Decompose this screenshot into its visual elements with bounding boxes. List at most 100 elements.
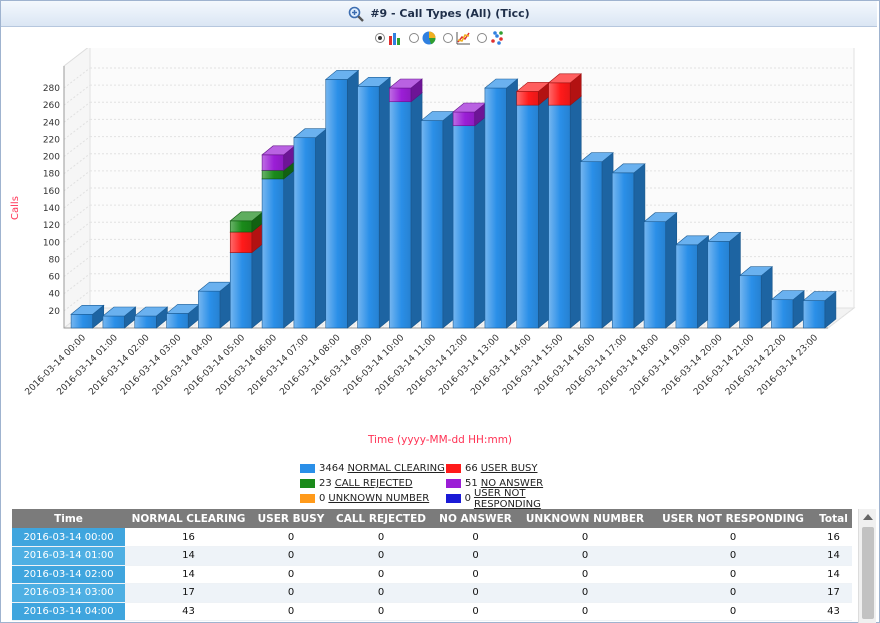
x-tick-label: 2016-03-14 01:00	[55, 333, 120, 398]
legend-item[interactable]: 51 NO ANSWER	[446, 478, 592, 489]
legend-row: 3464 NORMAL CLEARING 66 USER BUSY	[300, 461, 592, 476]
bar-top	[133, 306, 169, 317]
table-cell: 0	[432, 546, 519, 566]
legend-link[interactable]: NORMAL CLEARING	[347, 463, 445, 474]
legend-link[interactable]: CALL REJECTED	[334, 478, 413, 489]
x-tick-label: 2016-03-14 17:00	[565, 333, 630, 398]
column-header[interactable]: NORMAL CLEARING	[125, 509, 252, 528]
bar-segment-normal-clearing	[643, 212, 678, 329]
call-types-chart: 20 40 60 80 100 120 140 160 180 200 220 240 260 280 Ca…	[10, 48, 856, 446]
gridline-side	[63, 187, 91, 209]
column-header[interactable]: USER NOT RESPONDING	[651, 509, 815, 528]
chart-type-scatter-option[interactable]	[477, 30, 505, 46]
chart-type-bar-option[interactable]	[375, 30, 403, 46]
bar-front	[516, 91, 539, 106]
table-cell: 0	[651, 602, 815, 621]
table-row[interactable]: 2016-03-14 02:00 14 0 0 0 0 0 14	[12, 565, 852, 584]
table-cell: 0	[519, 602, 651, 621]
legend-link[interactable]: NO ANSWER	[480, 478, 544, 489]
x-tick-label: 2016-03-14 16:00	[533, 333, 598, 398]
table-row[interactable]: 2016-03-14 01:00 14 0 0 0 0 0 14	[12, 546, 852, 566]
data-table: Time NORMAL CLEARING USER BUSY CALL REJECTE…	[12, 509, 852, 621]
table-cell: 0	[432, 602, 519, 621]
bar-segment-no-answer	[261, 145, 296, 171]
y-tick-label: 260	[43, 101, 60, 111]
gridline-side	[63, 239, 91, 260]
bar-front	[166, 313, 189, 329]
table-cell: 0	[651, 583, 815, 603]
bar-segment-normal-clearing	[770, 290, 805, 329]
bar-segment-user-busy	[547, 73, 583, 106]
bar-top	[356, 76, 392, 87]
legend-swatch	[300, 479, 315, 488]
window-title: #9 - Call Types (All) (Ticc)	[370, 7, 530, 20]
chart-type-bar-radio[interactable]	[375, 33, 385, 43]
bar-front	[452, 125, 476, 329]
table-row[interactable]: 2016-03-14 04:00 43 0 0 0 0 0 43	[12, 602, 852, 621]
y-tick-label: 20	[49, 307, 61, 317]
column-header[interactable]: USER BUSY	[252, 509, 330, 528]
bar-front	[293, 137, 316, 329]
table-row[interactable]: 2016-03-14 00:00 16 0 0 0 0 0 16	[12, 528, 852, 547]
bar-front	[675, 244, 698, 329]
bar-side	[601, 152, 614, 329]
bar-front	[389, 101, 412, 329]
table-scrollbar[interactable]	[858, 509, 876, 623]
legend-item[interactable]: 0 USER NOT RESPONDING	[446, 488, 592, 510]
bar-top	[802, 291, 837, 301]
y-tick-label: 160	[43, 187, 60, 197]
gridline-side	[63, 221, 91, 243]
gridline-side	[63, 153, 91, 175]
bar-front	[70, 313, 94, 329]
table-cell: 0	[432, 565, 519, 584]
bar-front	[261, 178, 285, 329]
legend-link[interactable]: USER NOT RESPONDING	[473, 487, 541, 510]
bar-top	[738, 266, 774, 277]
bar-segment-normal-clearing	[802, 290, 837, 329]
legend-item[interactable]: 66 USER BUSY	[446, 463, 592, 474]
legend-item[interactable]: 3464 NORMAL CLEARING	[300, 463, 446, 474]
bar-front	[452, 111, 476, 127]
table-row[interactable]: 2016-03-14 03:00 17 0 0 0 0 0 17	[12, 583, 852, 603]
chart-legend: 3464 NORMAL CLEARING 66 USER BUSY 23 CALL REJ…	[300, 461, 592, 510]
zoom-icon[interactable]	[348, 6, 365, 22]
column-header[interactable]: UNKNOWN NUMBER	[519, 509, 651, 528]
table-cell: 0	[330, 583, 432, 603]
table-cell: 16	[815, 528, 852, 547]
scroll-up-arrow[interactable]	[863, 514, 873, 520]
bar-side	[283, 169, 296, 329]
chart-type-scatter-radio[interactable]	[477, 33, 487, 43]
y-axis-title: Calls	[10, 196, 21, 220]
legend-link[interactable]: USER BUSY	[480, 463, 538, 474]
bar-front	[802, 300, 826, 329]
legend-item[interactable]: 23 CALL REJECTED	[300, 478, 446, 489]
bar-front	[771, 299, 794, 329]
column-header[interactable]: NO ANSWER	[432, 509, 519, 528]
y-tick-label: 140	[43, 204, 60, 214]
time-cell: 2016-03-14 03:00	[12, 583, 125, 603]
legend-swatch	[446, 494, 461, 503]
legend-item[interactable]: 0 UNKNOWN NUMBER	[300, 493, 446, 504]
bar-top	[547, 73, 583, 84]
scroll-thumb[interactable]	[862, 527, 874, 619]
legend-row: 0 UNKNOWN NUMBER 0 USER NOT RESPONDING	[300, 488, 592, 510]
legend-link[interactable]: UNKNOWN NUMBER	[328, 493, 430, 504]
table-cell: 43	[815, 602, 852, 621]
chart-type-pie-option[interactable]	[409, 30, 437, 46]
data-table-container: Time NORMAL CLEARING USER BUSY CALL REJECTE…	[12, 509, 852, 623]
chart-type-line-option[interactable]	[443, 30, 471, 46]
bar-side	[410, 92, 423, 329]
bar-front	[357, 85, 380, 329]
column-header[interactable]: CALL REJECTED	[330, 509, 432, 528]
chart-type-line-radio[interactable]	[443, 33, 453, 43]
x-tick-label: 2016-03-14 04:00	[151, 333, 216, 398]
column-header[interactable]: Total	[815, 509, 852, 528]
chart-type-pie-radio[interactable]	[409, 33, 419, 43]
legend-swatch	[446, 479, 461, 488]
table-cell: 14	[815, 546, 852, 566]
table-cell: 0	[651, 546, 815, 566]
gridline-floor	[827, 307, 855, 329]
column-header[interactable]: Time	[12, 509, 125, 528]
bar-top	[388, 78, 423, 89]
bar-segment-normal-clearing	[579, 152, 614, 329]
